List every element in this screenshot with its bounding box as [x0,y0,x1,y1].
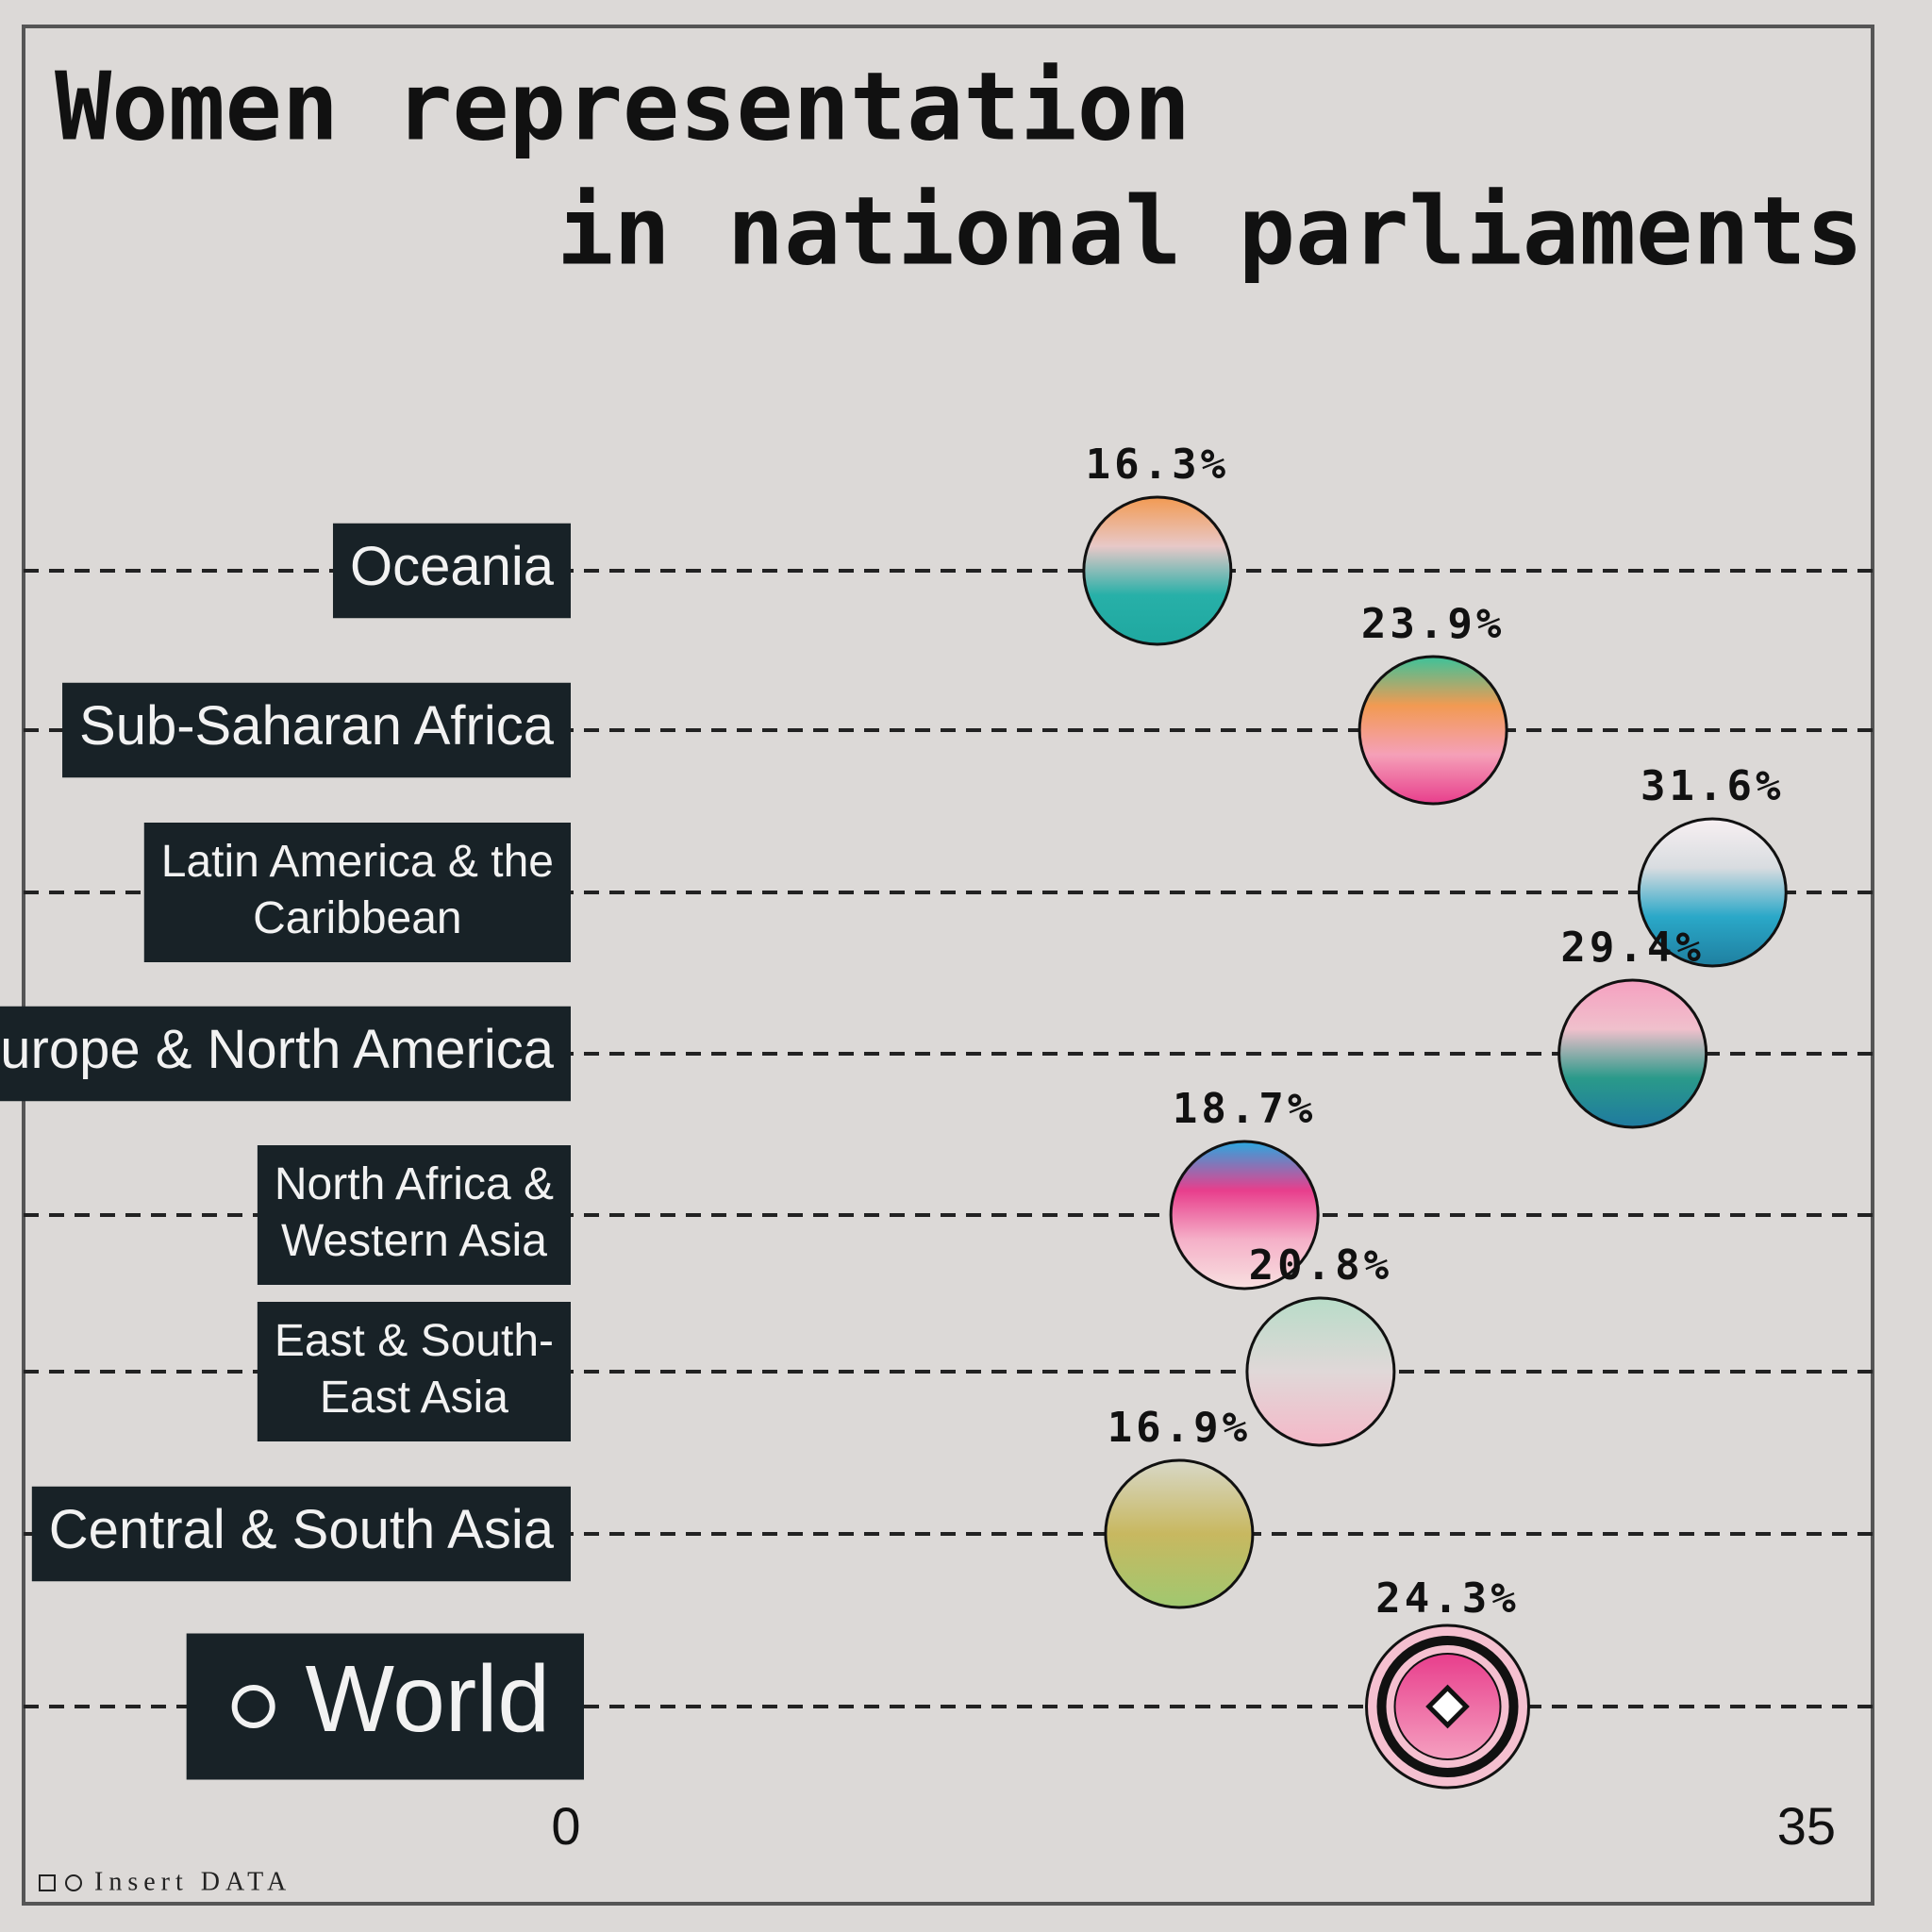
chart-title: Women representation [55,51,1191,161]
dot [1245,1296,1396,1447]
category-label: Europe & North America [0,1019,555,1080]
x-tick-label: 35 [1777,1796,1836,1856]
category-box [257,1145,571,1285]
category-box [257,1302,571,1441]
dot-center [1425,1684,1470,1729]
category-label: North Africa & Western Asia [275,1159,554,1266]
value-label: 31.6% [1641,762,1784,810]
category-box [62,682,571,778]
dot [1357,655,1508,806]
category-label: East & South-East Asia [275,1316,554,1423]
category-box [332,523,571,619]
frame [22,25,1874,1906]
value-label: 23.9% [1361,600,1505,648]
category-label: Oceania [350,536,555,597]
value-label: 20.8% [1249,1241,1392,1290]
category-label: Latin America & the Caribbean [161,837,554,943]
dot [1104,1458,1255,1609]
value-label: 16.3% [1086,441,1229,489]
category-box [31,1486,571,1582]
category-box [143,823,571,962]
credit-icon [65,1874,82,1891]
credit: Insert DATA [94,1867,291,1896]
credit-icon [39,1874,56,1891]
category-label: Central & South Asia [49,1499,555,1560]
value-label: 16.9% [1108,1404,1251,1452]
chart-title: in national parliaments [557,175,1863,286]
value-label: 29.4% [1560,924,1704,972]
category-box [186,1633,584,1780]
category-label: World [306,1646,550,1752]
value-label: 18.7% [1173,1085,1316,1133]
dot [1557,978,1708,1129]
dot [1082,495,1233,646]
value-label: 24.3% [1375,1574,1519,1623]
category-label: Sub-Saharan Africa [79,695,555,757]
highlight-ring [1376,1636,1519,1777]
category-icon [231,1685,275,1728]
category-box [0,1006,571,1102]
x-tick-label: 0 [551,1796,580,1856]
dot [1169,1140,1320,1291]
dot [1637,817,1788,968]
